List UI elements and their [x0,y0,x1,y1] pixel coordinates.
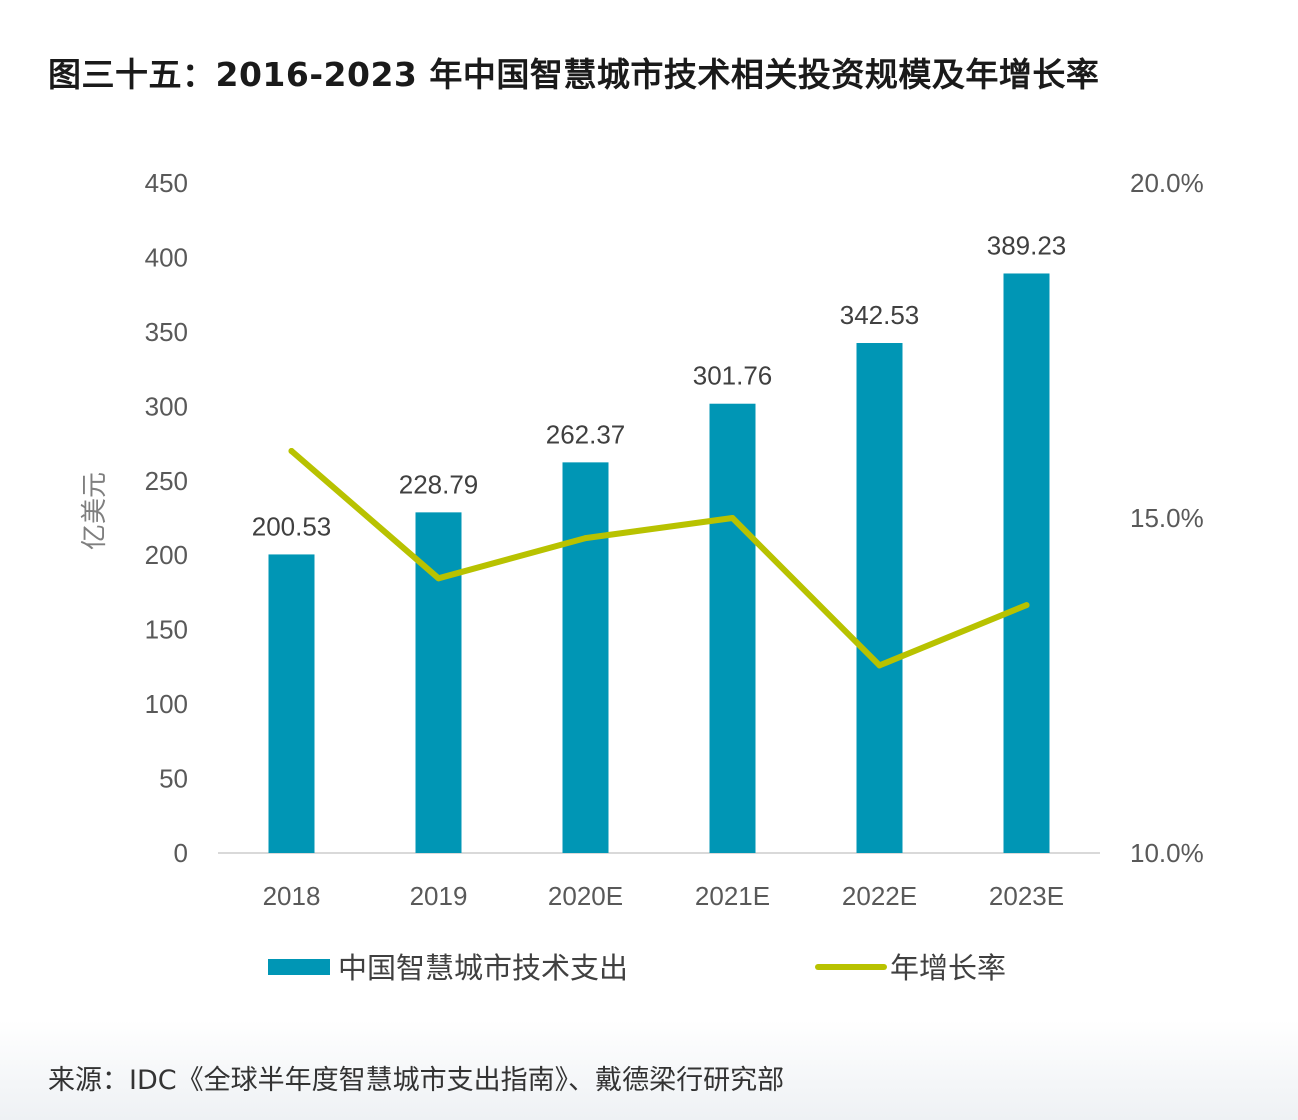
x-tick-label: 2019 [410,881,468,911]
x-tick-label: 2020E [548,881,623,911]
y2-tick-label: 10.0% [1130,838,1204,868]
x-tick-label: 2023E [989,881,1064,911]
legend-line-label: 年增长率 [890,951,1006,985]
y-tick-label: 50 [159,764,188,794]
bar-data-label: 342.53 [840,300,920,330]
y-axis-title: 亿美元 [80,472,110,550]
bar [415,512,462,853]
y-tick-label: 150 [145,615,188,645]
legend-bar-label: 中国智慧城市技术支出 [338,951,628,985]
bar [268,554,315,853]
x-tick-label: 2022E [842,881,917,911]
x-tick-label: 2021E [695,881,770,911]
x-tick-label: 2018 [263,881,321,911]
bar [1003,273,1050,853]
y2-tick-label: 15.0% [1130,503,1204,533]
growth-rate-point [582,535,589,542]
y-tick-label: 450 [145,168,188,198]
bar-data-label: 200.53 [252,511,332,541]
y-tick-label: 300 [145,391,188,421]
source-note: 来源：IDC《全球半年度智慧城市支出指南》、戴德梁行研究部 [48,1065,785,1096]
bar [709,403,756,853]
growth-rate-point [729,515,736,521]
bar-data-label: 228.79 [399,469,479,499]
footer-background [0,1020,1298,1120]
y-tick-label: 200 [145,540,188,570]
y-tick-label: 100 [145,689,188,719]
growth-rate-point [876,662,883,669]
bar-data-label: 389.23 [987,230,1067,260]
bar [562,462,609,853]
growth-rate-point [1023,602,1030,609]
y-tick-label: 350 [145,317,188,347]
chart-title: 图三十五：2016-2023 年中国智慧城市技术相关投资规模及年增长率 [48,55,1100,94]
y-tick-label: 250 [145,466,188,496]
chart-area: 0 50 100 150 200 250 300 350 400 450 10.0% 15.0% 20.… [80,168,1204,985]
growth-rate-point [288,448,295,454]
y-tick-label: 0 [174,838,188,868]
growth-rate-point [435,575,442,582]
bar-data-label: 301.76 [693,361,773,391]
y2-tick-label: 20.0% [1130,168,1204,198]
growth-rate-line [288,448,1030,669]
y-tick-label: 400 [145,242,188,272]
bar-data-label: 262.37 [546,419,626,449]
bar [856,343,903,853]
legend-bar-swatch [268,959,330,975]
